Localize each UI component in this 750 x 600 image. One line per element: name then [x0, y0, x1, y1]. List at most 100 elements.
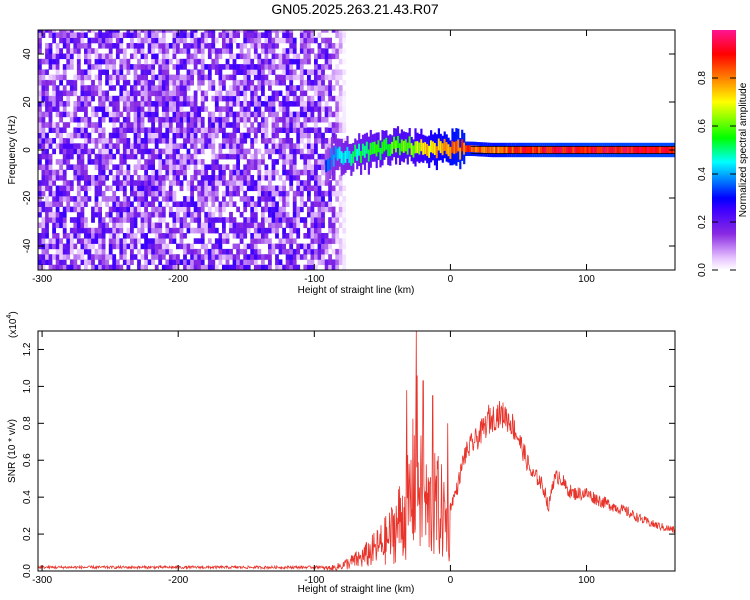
heatmap-cell	[285, 74, 290, 81]
heatmap-cell	[158, 127, 163, 133]
heatmap-cell	[285, 211, 290, 218]
heatmap-cell	[154, 85, 159, 91]
heatmap-cell	[271, 159, 276, 165]
heatmap-track-core	[491, 146, 494, 154]
heatmap-cell	[122, 206, 127, 213]
heatmap-cell	[105, 79, 109, 86]
heatmap-cell	[338, 37, 343, 44]
heatmap-cell	[207, 248, 212, 255]
heatmap-track-core	[538, 146, 541, 154]
heatmap-cell	[101, 32, 106, 38]
heatmap-cell	[246, 132, 251, 139]
heatmap-cell	[200, 175, 205, 181]
heatmap-cell	[310, 227, 315, 234]
heatmap-cell	[310, 153, 315, 160]
heatmap-track-core	[336, 148, 339, 161]
heatmap-cell	[222, 201, 226, 207]
heatmap-cell	[271, 79, 276, 86]
heatmap-cell	[172, 164, 177, 170]
heatmap-cell	[275, 32, 279, 38]
heatmap-cell	[73, 74, 78, 81]
heatmap-track-core	[424, 142, 427, 155]
heatmap-cell	[140, 69, 145, 75]
heatmap-cell	[172, 259, 177, 265]
heatmap-cell	[243, 30, 248, 33]
heatmap-cell	[207, 185, 212, 192]
heatmap-cell	[303, 169, 308, 176]
heatmap-cell	[271, 30, 276, 33]
heatmap-track-core	[461, 139, 464, 152]
heatmap-cell	[165, 169, 170, 176]
heatmap-cell	[48, 111, 53, 118]
heatmap-cell	[119, 164, 124, 170]
heatmap-cell	[62, 143, 67, 149]
heatmap-track-core	[513, 146, 516, 154]
heatmap-cell	[172, 138, 177, 144]
heatmap-cell	[285, 143, 290, 149]
heatmap-cell	[236, 138, 240, 144]
heatmap-cell	[98, 30, 102, 33]
heatmap-cell	[204, 264, 209, 270]
heatmap-cell	[80, 127, 85, 133]
heatmap-cell	[98, 153, 102, 160]
heatmap-cell	[264, 58, 269, 65]
heatmap-cell	[282, 211, 286, 218]
heatmap-cell	[137, 143, 141, 149]
heatmap-cell	[285, 159, 290, 165]
heatmap-cell	[314, 264, 318, 270]
heatmap-cell	[261, 233, 265, 239]
heatmap-cell	[296, 222, 301, 229]
heatmap-cell	[299, 138, 304, 144]
heatmap-cell	[80, 222, 85, 229]
heatmap-cell	[161, 132, 166, 139]
heatmap-cell	[292, 175, 297, 181]
heatmap-track-core	[387, 144, 390, 157]
heatmap-cell	[292, 43, 297, 49]
heatmap-cell	[200, 32, 205, 38]
heatmap-cell	[48, 259, 53, 265]
heatmap-cell	[328, 64, 332, 70]
heatmap-cell	[98, 227, 102, 234]
heatmap-cell	[282, 69, 286, 75]
heatmap-cell	[324, 238, 329, 244]
heatmap-cell	[158, 206, 163, 213]
heatmap-cell	[52, 32, 56, 38]
heatmap-cell	[105, 64, 109, 70]
heatmap-cell	[282, 196, 286, 202]
heatmap-cell	[140, 164, 145, 170]
heatmap-cell	[94, 37, 99, 44]
heatmap-cell	[250, 90, 255, 97]
heatmap-cell	[236, 30, 240, 33]
heatmap-cell	[232, 64, 237, 70]
heatmap-cell	[73, 111, 78, 118]
heatmap-cell	[112, 243, 117, 250]
heatmap-cell	[126, 259, 131, 265]
heatmap-cell	[76, 143, 81, 149]
heatmap-cell	[55, 175, 60, 181]
heatmap-cell	[197, 206, 202, 213]
heatmap-cell	[197, 159, 202, 165]
heatmap-cell	[197, 227, 202, 234]
heatmap-cell	[214, 175, 219, 181]
heatmap-cell	[186, 185, 191, 192]
heatmap-cell	[282, 143, 286, 149]
heatmap-cell	[289, 79, 294, 86]
heatmap-cell	[282, 30, 286, 33]
heatmap-cell	[324, 259, 329, 265]
heatmap-cell	[342, 227, 347, 234]
heatmap-cell	[59, 190, 63, 197]
heatmap-cell	[225, 180, 230, 186]
heatmap-cell	[84, 127, 88, 133]
heatmap-cell	[101, 53, 106, 60]
heatmap-cell	[250, 30, 255, 33]
heatmap-cell	[115, 132, 120, 139]
heatmap-cell	[137, 90, 141, 97]
heatmap-cell	[108, 138, 113, 144]
heatmap-cell	[76, 116, 81, 123]
heatmap-cell	[130, 175, 134, 181]
heatmap-cell	[105, 37, 109, 44]
heatmap-cell	[264, 196, 269, 202]
heatmap-cell	[158, 95, 163, 102]
heatmap-cell	[168, 58, 173, 65]
heatmap-cell	[87, 233, 92, 239]
